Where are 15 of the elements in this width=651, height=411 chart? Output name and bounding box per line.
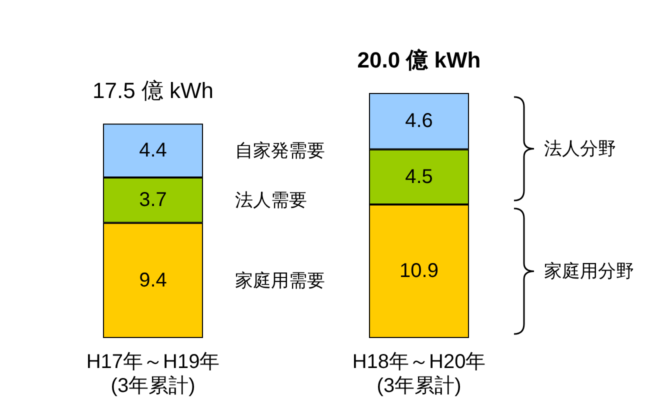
annotation: 法人分野: [544, 138, 616, 159]
series-label: 法人需要: [235, 190, 307, 210]
x-tick-label: H18年～H20年 (3年累計): [352, 351, 486, 397]
data-label: 4.4: [139, 140, 167, 162]
data-label: 4.5: [405, 166, 433, 188]
x-tick-label: H17年～H19年 (3年累計): [86, 351, 220, 397]
series-label: 自家発需要: [235, 140, 325, 161]
data-label: 10.9: [400, 260, 438, 282]
total-label: 20.0 億 kWh: [357, 48, 481, 72]
total-label: 17.5 億 kWh: [92, 78, 214, 104]
data-label: 4.6: [405, 110, 433, 132]
annotation: 家庭用分野: [544, 261, 634, 282]
series-label: 家庭用需要: [235, 270, 325, 290]
data-label: 9.4: [139, 269, 167, 292]
data-label: 3.7: [139, 189, 167, 212]
